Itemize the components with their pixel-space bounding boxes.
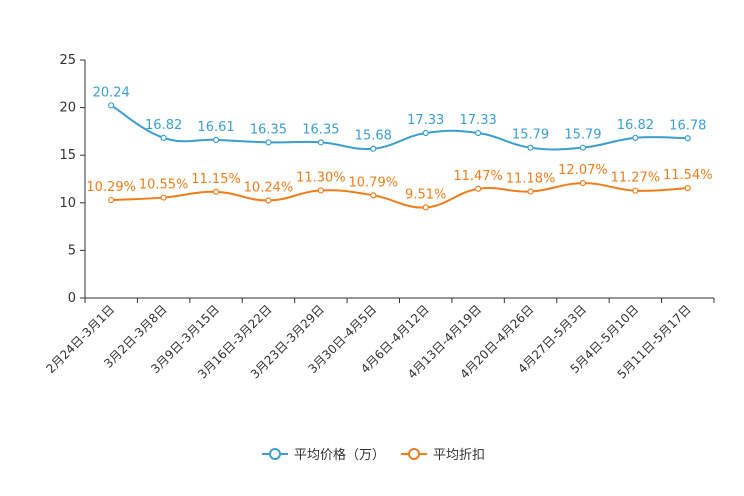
series-line	[111, 182, 688, 209]
data-label: 15.68	[355, 129, 392, 144]
data-point	[527, 144, 534, 151]
data-point	[370, 145, 377, 152]
data-point	[422, 204, 429, 211]
data-point	[160, 194, 167, 201]
legend-item-price[interactable]: 平均价格（万）	[262, 444, 385, 463]
data-label: 20.24	[93, 85, 130, 100]
data-point	[579, 179, 587, 187]
data-point	[475, 185, 482, 192]
data-point	[160, 134, 167, 141]
data-point	[212, 188, 220, 195]
data-label: 11.15%	[191, 172, 241, 187]
data-label: 11.54%	[663, 168, 713, 183]
data-label: 10.79%	[349, 175, 399, 190]
data-label: 10.55%	[139, 178, 189, 193]
data-label: 17.33	[460, 113, 497, 128]
data-point	[265, 139, 272, 146]
y-tick-label: 0	[68, 291, 76, 306]
data-label: 9.51%	[405, 187, 446, 202]
legend-label-price: 平均价格（万）	[294, 448, 386, 463]
data-label: 15.79	[512, 128, 549, 143]
legend-discount-icon	[401, 447, 428, 460]
legend: 平均价格（万） 平均折扣	[262, 444, 485, 463]
data-point	[317, 139, 324, 146]
x-axis: 2月24日-3月1日3月2日-3月8日3月9日-3月15日3月16日-3月22日…	[43, 297, 715, 382]
data-label: 16.61	[197, 120, 234, 135]
data-point	[212, 136, 220, 143]
data-point	[317, 187, 324, 194]
y-tick-label: 20	[59, 101, 76, 116]
series-1: 10.29% 10.55% 11.15%10.24%11.30% 10.79% 9.51…	[86, 163, 713, 211]
data-label: 11.27%	[611, 171, 661, 186]
data-point	[632, 134, 639, 141]
series-0: 20.24 16.82 16.61 16.35 16.35 15.68 17.33 17.33…	[93, 85, 706, 152]
data-label: 11.47%	[453, 169, 503, 184]
data-point	[527, 188, 534, 195]
legend-label-discount: 平均折扣	[433, 448, 486, 463]
data-point	[370, 192, 377, 199]
y-tick-label: 5	[68, 243, 76, 258]
data-label: 11.18%	[506, 172, 556, 187]
data-label: 17.33	[407, 113, 444, 128]
data-label: 15.79	[564, 128, 601, 143]
data-point	[265, 197, 272, 204]
legend-item-discount[interactable]: 平均折扣	[401, 444, 485, 463]
data-label: 16.82	[145, 118, 182, 133]
data-point	[579, 144, 587, 151]
data-label: 11.30%	[296, 170, 346, 185]
data-label: 16.35	[302, 122, 339, 137]
series-layer: 20.24 16.82 16.61 16.35 16.35 15.68 17.33 17.33…	[86, 85, 713, 211]
data-point	[684, 135, 691, 142]
data-point	[475, 129, 482, 137]
data-label: 12.07%	[558, 163, 608, 178]
data-point	[684, 185, 691, 192]
y-tick-label: 25	[59, 53, 76, 68]
data-label: 10.24%	[244, 181, 294, 196]
data-label: 16.35	[250, 122, 287, 137]
series-line	[110, 104, 688, 151]
y-tick-label: 15	[59, 148, 76, 163]
data-label: 10.29%	[86, 180, 136, 195]
data-label: 16.78	[669, 118, 706, 133]
data-point	[422, 129, 429, 137]
y-tick-label: 10	[59, 196, 76, 211]
y-axis: 0 5 10 15 20 25	[59, 53, 86, 306]
data-label: 16.82	[617, 118, 654, 133]
data-point	[632, 187, 639, 194]
legend-price-icon	[262, 447, 288, 460]
data-point	[108, 196, 115, 204]
data-point	[108, 102, 115, 109]
